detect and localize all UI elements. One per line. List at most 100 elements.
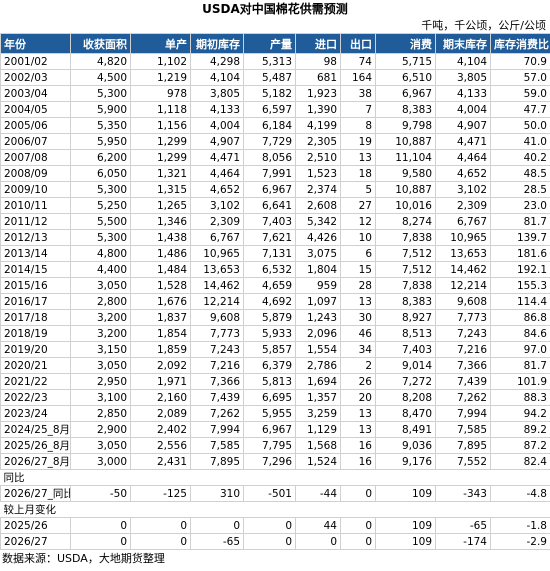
- cell: 5,182: [243, 85, 296, 102]
- cell: 7,366: [435, 357, 491, 374]
- cell: 59.0: [490, 85, 550, 102]
- cell: 7,895: [190, 453, 244, 470]
- cell: 87.2: [490, 437, 550, 454]
- cell: 5,879: [243, 309, 296, 326]
- cell: 8,056: [243, 149, 296, 166]
- cell: 7,585: [435, 421, 491, 438]
- cell: 38: [340, 85, 376, 102]
- header-cell: 年份: [0, 33, 71, 54]
- cell: 94.2: [490, 405, 550, 422]
- table-row: 2002/03 4,500 1,219 4,104 5,487 681 164 6,510 3,…: [0, 69, 550, 86]
- cell: 88.3: [490, 389, 550, 406]
- cell: 6,532: [243, 261, 296, 278]
- cell: 2010/11: [0, 197, 71, 214]
- cell: 2018/19: [0, 325, 71, 342]
- cell: 3,805: [435, 69, 491, 86]
- units: 千吨，千公顷，公斤/公顷: [421, 19, 546, 32]
- cell: 4,199: [295, 117, 341, 134]
- cell: 2,431: [130, 453, 191, 470]
- cell: -65: [190, 533, 244, 550]
- cell: 13: [340, 405, 376, 422]
- table-row: 2020/21 3,050 2,092 7,216 6,379 2,786 2 9,014 7,…: [0, 357, 550, 374]
- cell: 12,214: [190, 293, 244, 310]
- cell: 7,243: [435, 325, 491, 342]
- cell: 1,156: [130, 117, 191, 134]
- cell: 44: [295, 517, 341, 534]
- cell: 1,438: [130, 229, 191, 246]
- cell: 2015/16: [0, 277, 71, 294]
- table-row: 2016/17 2,800 1,676 12,214 4,692 1,097 13 8,383…: [0, 293, 550, 310]
- table-row: 2003/04 5,300 978 3,805 5,182 1,923 38 6,967 4,1…: [0, 85, 550, 102]
- cell: 4,298: [190, 53, 244, 70]
- cell: 192.1: [490, 261, 550, 278]
- cell: 6,641: [243, 197, 296, 214]
- cell: 41.0: [490, 133, 550, 150]
- cell: 2,786: [295, 357, 341, 374]
- table-row: 2001/02 4,820 1,102 4,298 5,313 98 74 5,715 4,10…: [0, 53, 550, 70]
- cell: 7,773: [190, 325, 244, 342]
- cell: 7,439: [435, 373, 491, 390]
- cell: 3,050: [70, 357, 131, 374]
- cell: -2.9: [490, 533, 550, 550]
- cell: 2025/26: [0, 517, 71, 534]
- cell: 1,923: [295, 85, 341, 102]
- cell: 5,500: [70, 213, 131, 230]
- cell: 10,965: [435, 229, 491, 246]
- cell: -44: [295, 485, 341, 502]
- cell: 5,313: [243, 53, 296, 70]
- cell: 7,216: [435, 341, 491, 358]
- section-row: 较上月变化: [0, 501, 550, 518]
- table-body: 2001/02 4,820 1,102 4,298 5,313 98 74 5,715 4,10…: [0, 53, 550, 550]
- cell: 20: [340, 389, 376, 406]
- cell: 4,652: [435, 165, 491, 182]
- cell: 5,950: [70, 133, 131, 150]
- cell: 681: [295, 69, 341, 86]
- header-cell: 库存消费比: [490, 33, 550, 54]
- cell: -50: [70, 485, 131, 502]
- cell: 4,104: [190, 69, 244, 86]
- cell: 81.7: [490, 213, 550, 230]
- cell: 8,208: [375, 389, 436, 406]
- cell: 109: [375, 533, 436, 550]
- cell: 2007/08: [0, 149, 71, 166]
- cell: 7,439: [190, 389, 244, 406]
- cell: -501: [243, 485, 296, 502]
- cell: 0: [130, 533, 191, 550]
- cell: 5,342: [295, 213, 341, 230]
- table-row: 2025/26 0 0 0 0 44 0 109 -65 -1.8: [0, 517, 550, 534]
- cell: 0: [70, 533, 131, 550]
- cell: 2,556: [130, 437, 191, 454]
- table-row: 2009/10 5,300 1,315 4,652 6,967 2,374 5 10,887 3…: [0, 181, 550, 198]
- cell: 2009/10: [0, 181, 71, 198]
- cell: 310: [190, 485, 244, 502]
- table-row: 2013/14 4,800 1,486 10,965 7,131 3,075 6 7,512 1…: [0, 245, 550, 262]
- cell: 0: [130, 517, 191, 534]
- cell: 7,795: [243, 437, 296, 454]
- cell: 8,513: [375, 325, 436, 342]
- table-row: 2024/25_8月 2,900 2,402 7,994 6,967 1,129 13 8,4…: [0, 421, 550, 438]
- cell: 7: [340, 101, 376, 118]
- cell: 16: [340, 437, 376, 454]
- cell: 5,350: [70, 117, 131, 134]
- cell: 7,621: [243, 229, 296, 246]
- cell: 3,200: [70, 325, 131, 342]
- table: 年份 收获面积 单产 期初库存 产量 进口 出口 消费 期末库存 库存消费比 2001/02 4,8…: [0, 33, 550, 550]
- cell: 2012/13: [0, 229, 71, 246]
- cell: 2006/07: [0, 133, 71, 150]
- cell: 155.3: [490, 277, 550, 294]
- cell: 1,265: [130, 197, 191, 214]
- table-row: 2026/27 0 0 -65 0 0 0 109 -174 -2.9: [0, 533, 550, 550]
- cell: 4,471: [190, 149, 244, 166]
- cell: 6,184: [243, 117, 296, 134]
- cell: 2,402: [130, 421, 191, 438]
- cell: 86.8: [490, 309, 550, 326]
- cell: 7,272: [375, 373, 436, 390]
- cell: 98: [295, 53, 341, 70]
- cell: 16: [340, 453, 376, 470]
- cell: 8: [340, 117, 376, 134]
- table-row: 2014/15 4,400 1,484 13,653 6,532 1,804 15 7,512…: [0, 261, 550, 278]
- cell: 1,804: [295, 261, 341, 278]
- cell: 164: [340, 69, 376, 86]
- cell: 101.9: [490, 373, 550, 390]
- cell: 0: [70, 517, 131, 534]
